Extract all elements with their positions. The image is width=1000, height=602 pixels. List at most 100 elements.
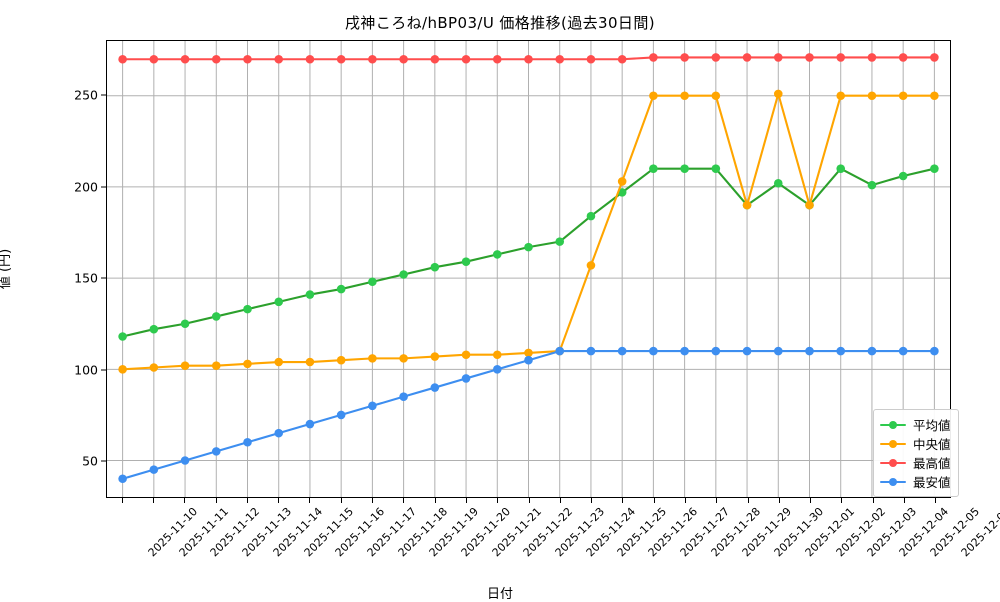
data-series-layer — [118, 53, 939, 484]
data-point — [773, 89, 783, 99]
legend-marker-dot — [889, 439, 897, 448]
data-point — [336, 410, 346, 420]
data-point — [243, 304, 252, 314]
y-tick-label: 100 — [74, 362, 98, 378]
data-point — [149, 54, 159, 64]
data-point — [617, 177, 627, 186]
data-point — [649, 53, 658, 62]
data-point — [180, 456, 190, 465]
x-tick-mark — [559, 498, 561, 503]
data-point — [555, 346, 565, 356]
data-point — [368, 54, 377, 64]
data-point — [274, 54, 284, 64]
legend-label: 中央値 — [913, 437, 951, 452]
x-tick-mark — [747, 498, 749, 503]
data-point — [524, 242, 533, 252]
data-point — [399, 392, 408, 401]
data-point — [711, 346, 721, 356]
x-tick-mark — [184, 498, 186, 503]
data-point — [211, 361, 221, 370]
data-point — [399, 270, 408, 279]
data-point — [118, 54, 127, 64]
series-2 — [118, 89, 939, 374]
data-point — [649, 91, 658, 101]
data-point — [461, 350, 471, 360]
data-point — [867, 180, 877, 190]
data-point — [492, 54, 502, 64]
series-1 — [118, 164, 939, 341]
data-point — [180, 54, 190, 64]
y-tick-mark — [101, 94, 106, 96]
legend-swatch-icon — [880, 457, 906, 469]
data-point — [524, 54, 533, 64]
x-tick-mark — [121, 498, 123, 503]
data-point — [399, 354, 408, 363]
data-point — [430, 352, 440, 361]
data-point — [805, 53, 814, 62]
data-point — [930, 164, 939, 173]
data-point — [305, 290, 315, 299]
plot-area — [106, 40, 951, 498]
data-point — [617, 54, 627, 64]
series-3 — [118, 53, 939, 64]
x-tick-mark — [778, 498, 780, 503]
data-point — [461, 257, 471, 266]
data-point — [711, 164, 721, 173]
data-point — [430, 262, 440, 272]
data-point — [680, 91, 689, 101]
x-tick-mark — [653, 498, 655, 503]
x-tick-mark — [372, 498, 374, 503]
y-axis-label: 値 (円) — [0, 248, 13, 289]
data-point — [867, 53, 877, 62]
data-point — [773, 178, 783, 188]
data-point — [680, 346, 689, 356]
series-4 — [118, 346, 939, 484]
data-point — [930, 53, 939, 62]
legend-item-1[interactable]: 平均値 — [880, 415, 951, 434]
x-tick-mark — [246, 498, 248, 503]
x-tick-mark — [591, 498, 593, 503]
legend[interactable]: 平均値中央値 最高値 最安値 — [873, 409, 959, 497]
y-tick-label: 250 — [74, 87, 98, 103]
x-tick-mark — [309, 498, 311, 503]
data-point — [368, 354, 377, 363]
data-point — [867, 346, 877, 356]
chart-title: 戌神ころね/hBP03/U 価格推移(過去30日間) — [345, 14, 655, 32]
data-point — [930, 91, 939, 101]
legend-item-3[interactable]: 最高値 — [880, 453, 951, 472]
data-point — [243, 437, 252, 447]
data-point — [211, 447, 221, 456]
x-tick-mark — [716, 498, 718, 503]
data-point — [742, 53, 752, 62]
data-point — [211, 312, 221, 321]
data-point — [368, 277, 377, 287]
data-point — [336, 54, 346, 64]
data-point — [742, 200, 752, 210]
data-point — [586, 211, 596, 221]
data-point — [617, 188, 627, 197]
data-point — [586, 261, 596, 270]
data-point — [149, 465, 159, 474]
x-tick-mark — [278, 498, 280, 503]
data-point — [742, 346, 752, 356]
data-point — [305, 54, 315, 64]
data-point — [836, 53, 846, 62]
data-point — [243, 54, 252, 64]
grid-lines — [107, 41, 950, 497]
legend-item-4[interactable]: 最安値 — [880, 472, 951, 491]
data-point — [274, 428, 284, 438]
x-tick-mark — [841, 498, 843, 503]
data-point — [586, 54, 596, 64]
data-point — [180, 319, 190, 329]
legend-marker-dot — [889, 420, 897, 429]
data-point — [430, 383, 440, 392]
data-point — [274, 357, 284, 367]
legend-swatch-icon — [880, 419, 906, 431]
data-point — [649, 164, 658, 173]
data-point — [805, 200, 814, 210]
data-point — [336, 355, 346, 365]
data-point — [617, 346, 627, 356]
data-point — [368, 401, 377, 411]
data-point — [149, 363, 159, 372]
legend-item-2[interactable]: 中央値 — [880, 434, 951, 453]
